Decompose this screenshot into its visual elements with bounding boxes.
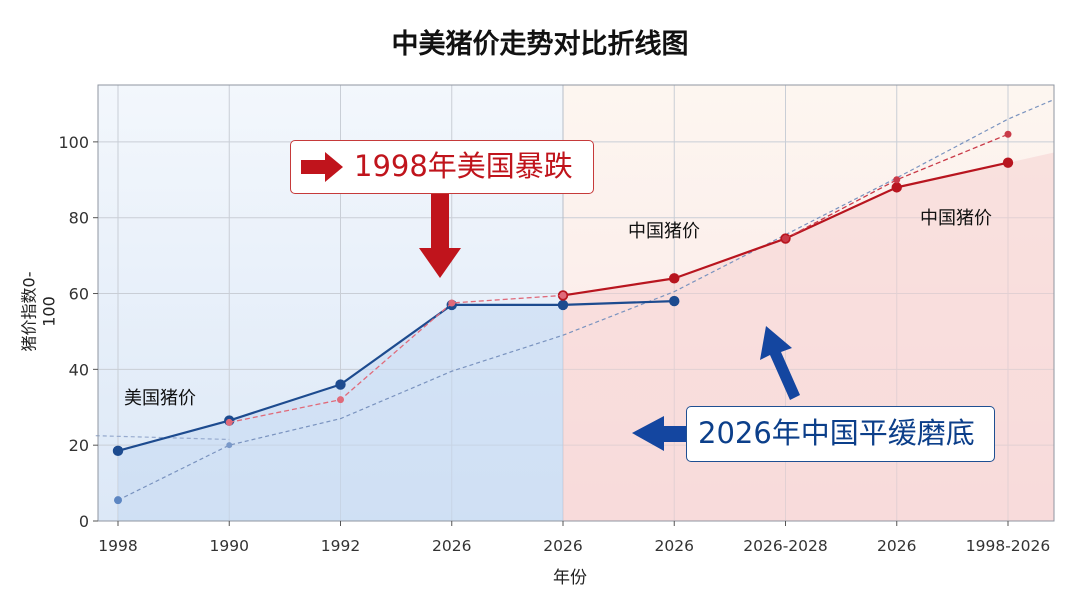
cn_trend-point <box>782 235 789 243</box>
y-tick-label: 20 <box>69 436 89 455</box>
arrow-right-icon <box>301 152 343 182</box>
arrow-up-icon <box>760 326 800 400</box>
arrow-down-icon <box>419 192 461 278</box>
cn_trend-point <box>1004 130 1012 138</box>
cn-point <box>669 273 680 284</box>
x-axis-label: 年份 <box>553 568 587 588</box>
x-tick-label: 2026 <box>655 537 694 555</box>
y-tick-label: 0 <box>79 512 89 531</box>
us_dash-point <box>559 291 567 299</box>
x-tick-label: 1998 <box>98 537 137 555</box>
cn-bottom-text: 2026年中国平缓磨底 <box>698 416 975 450</box>
cn_trend-line <box>785 133 1009 240</box>
x-tick-label: 2026 <box>543 537 582 555</box>
cn-series-label-right: 中国猪价 <box>920 208 992 229</box>
plot-frame <box>97 84 1055 522</box>
cn-point <box>891 182 902 193</box>
y-tick-label: 80 <box>69 209 89 228</box>
us-line <box>117 300 675 452</box>
x-tick-label: 2026 <box>877 537 916 555</box>
chart-title: 中美猪价走势对比折线图 <box>391 29 689 60</box>
us_dash-point <box>225 418 233 426</box>
us-drop-text: 1998年美国暴跌 <box>354 149 573 183</box>
trend-point <box>114 496 122 505</box>
x-tick-label: 1998-2026 <box>966 537 1051 555</box>
us-point <box>669 295 680 307</box>
y-tick-label: 100 <box>58 133 89 152</box>
us-point <box>112 445 124 457</box>
cn-series-label-mid: 中国猪价 <box>628 221 700 242</box>
us_dash-point <box>448 299 456 307</box>
trend-point <box>226 442 233 449</box>
x-tick-label: 2026-2028 <box>743 537 828 555</box>
us-point <box>335 379 346 390</box>
y-tick-label: 60 <box>69 285 89 304</box>
y-tick-label: 40 <box>69 360 89 379</box>
us-series-label: 美国猪价 <box>124 388 196 409</box>
x-tick-label: 1990 <box>210 537 249 555</box>
cn_trend-point <box>893 176 901 184</box>
us-area-fill <box>118 304 563 521</box>
cn-point <box>1002 157 1014 168</box>
us_dash-point <box>337 396 344 404</box>
x-tick-label: 1992 <box>321 537 360 555</box>
y-axis-label: 猪价指数0-100 <box>19 271 59 352</box>
cn-bottom-annotation: 2026年中国平缓磨底 <box>686 406 995 462</box>
us-drop-annotation: 1998年美国暴跌 <box>290 140 594 194</box>
us_dash-line <box>229 294 564 424</box>
x-tick-label: 2026 <box>432 537 471 555</box>
us-point <box>557 299 569 311</box>
arrow-left-icon <box>632 416 686 451</box>
